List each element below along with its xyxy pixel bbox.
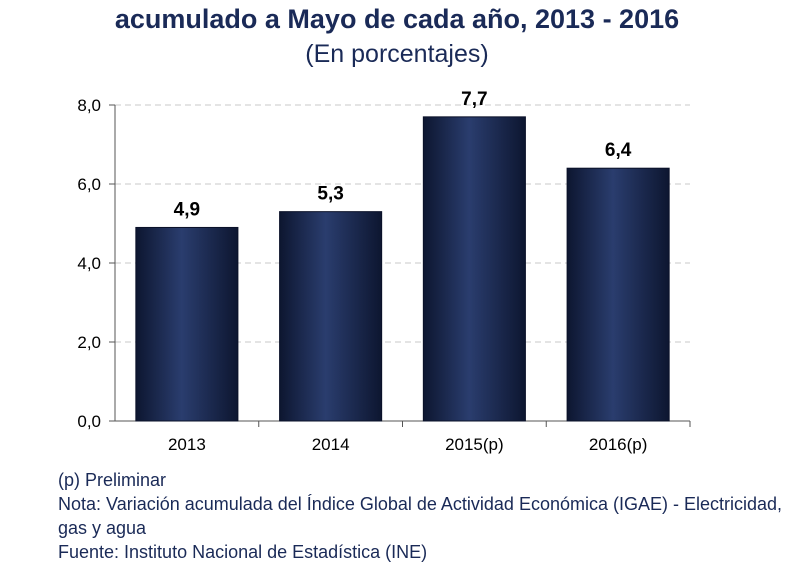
bar-value-label: 6,4: [605, 140, 632, 161]
bar-value-label: 7,7: [461, 89, 487, 110]
y-tick-label: 4,0: [77, 254, 101, 273]
bar: [135, 226, 239, 422]
chart-notes: (p) Preliminar Nota: Variación acumulada…: [58, 468, 788, 564]
chart-title: acumulado a Mayo de cada año, 2013 - 201…: [114, 4, 680, 34]
chart-subtitle: (En porcentajes): [305, 40, 489, 68]
bar-chart: 0,0 2,0 4,0 6,0 8,0 4,9 2013 5,3 2014 7,7 2015(p) 6…: [77, 89, 691, 454]
note-fuente: Fuente: Instituto Nacional de Estadístic…: [58, 542, 428, 562]
bar: [279, 211, 383, 422]
y-tick-label: 2,0: [77, 333, 101, 352]
y-tick-label: 0,0: [77, 412, 101, 431]
x-tick-label: 2015(p): [445, 435, 504, 454]
x-tick-label: 2014: [312, 435, 350, 454]
y-tick-label: 8,0: [77, 96, 101, 115]
note-nota: Nota: Variación acumulada del Índice Glo…: [58, 494, 783, 538]
bars: [135, 116, 670, 422]
x-tick-label: 2013: [168, 435, 206, 454]
bar-value-label: 5,3: [317, 184, 343, 205]
bar: [566, 167, 670, 422]
bar-value-label: 4,9: [174, 199, 200, 220]
bar: [422, 116, 526, 422]
note-preliminar: (p) Preliminar: [58, 470, 167, 490]
labels: 0,0 2,0 4,0 6,0 8,0 4,9 2013 5,3 2014 7,7 2015(p) 6…: [77, 89, 647, 454]
y-tick-label: 6,0: [77, 175, 101, 194]
x-tick-label: 2016(p): [589, 435, 648, 454]
